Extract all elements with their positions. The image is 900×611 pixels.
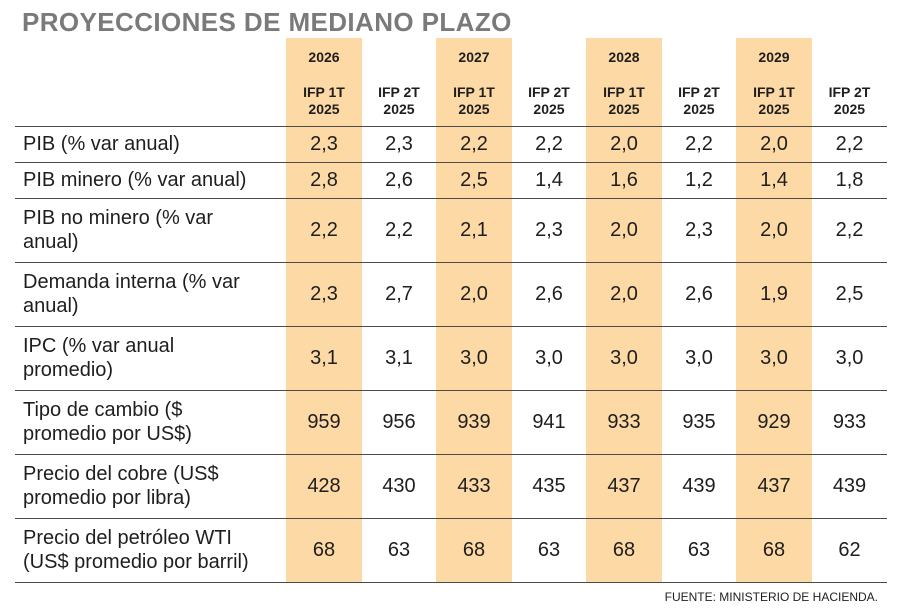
table-cell: 3,0 bbox=[586, 325, 662, 390]
table-row: PIB minero (% var anual) 2,8 2,6 2,5 1,4… bbox=[15, 161, 887, 198]
table-cell: 68 bbox=[436, 517, 512, 583]
table-cell: 2,2 bbox=[512, 125, 586, 162]
row-label: Demanda interna (% var anual) bbox=[15, 261, 286, 326]
table-cell: 2,5 bbox=[436, 161, 512, 198]
row-label: Precio del petróleo WTI (US$ promedio por… bbox=[15, 517, 286, 583]
table-cell: 2,5 bbox=[812, 261, 887, 326]
table-cell: 430 bbox=[362, 453, 436, 518]
table-cell: 939 bbox=[436, 389, 512, 454]
table-cell: 63 bbox=[362, 517, 436, 583]
year-header: 2028 bbox=[608, 49, 640, 65]
table-cell: 933 bbox=[586, 389, 662, 454]
table-cell: 2,0 bbox=[586, 261, 662, 326]
table-cell: 956 bbox=[362, 389, 436, 454]
table-cell: 2,3 bbox=[286, 125, 362, 162]
table-cell: 2,3 bbox=[512, 197, 586, 262]
table-cell: 62 bbox=[812, 517, 887, 583]
table-cell: 437 bbox=[736, 453, 812, 518]
subheader-ifp-1t: IFP 1T 2025 bbox=[453, 83, 495, 117]
table-row: PIB no minero (% var anual) 2,2 2,2 2,1 2… bbox=[15, 197, 887, 262]
table-cell: 935 bbox=[662, 389, 736, 454]
table-cell: 3,0 bbox=[812, 325, 887, 390]
table-cell: 68 bbox=[586, 517, 662, 583]
table-cell: 428 bbox=[286, 453, 362, 518]
row-label: PIB no minero (% var anual) bbox=[15, 197, 286, 262]
table-cell: 2,0 bbox=[586, 197, 662, 262]
table-row: Tipo de cambio ($ promedio por US$) 959 9… bbox=[15, 389, 887, 454]
table-cell: 2,8 bbox=[286, 161, 362, 198]
table-row: Precio del petróleo WTI (US$ promedio por… bbox=[15, 517, 887, 583]
subheader-ifp-1t: IFP 1T 2025 bbox=[753, 83, 795, 117]
table-row: IPC (% var anual promedio) 3,1 3,1 3,0 3,… bbox=[15, 325, 887, 390]
table-cell: 2,2 bbox=[662, 125, 736, 162]
row-label: PIB (% var anual) bbox=[15, 125, 286, 162]
row-label: PIB minero (% var anual) bbox=[15, 161, 286, 198]
table-cell: 1,4 bbox=[512, 161, 586, 198]
table-cell: 2,3 bbox=[662, 197, 736, 262]
table-cell: 68 bbox=[736, 517, 812, 583]
table-cell: 3,0 bbox=[436, 325, 512, 390]
table-cell: 437 bbox=[586, 453, 662, 518]
table-cell: 2,0 bbox=[586, 125, 662, 162]
table-cell: 2,6 bbox=[512, 261, 586, 326]
table-row: Demanda interna (% var anual) 2,3 2,7 2,0… bbox=[15, 261, 887, 326]
source-note: FUENTE: MINISTERIO DE HACIENDA. bbox=[664, 590, 878, 604]
table-cell: 63 bbox=[512, 517, 586, 583]
table-cell: 2,2 bbox=[286, 197, 362, 262]
table-cell: 2,1 bbox=[436, 197, 512, 262]
table-cell: 2,2 bbox=[362, 197, 436, 262]
year-header: 2029 bbox=[758, 49, 790, 65]
table-cell: 2,0 bbox=[736, 197, 812, 262]
year-header: 2027 bbox=[458, 49, 490, 65]
table-cell: 1,4 bbox=[736, 161, 812, 198]
table-cell: 1,9 bbox=[736, 261, 812, 326]
row-label: IPC (% var anual promedio) bbox=[15, 325, 286, 390]
table-cell: 1,6 bbox=[586, 161, 662, 198]
subheader-ifp-2t: IFP 2T 2025 bbox=[828, 83, 871, 117]
subheader-ifp-1t: IFP 1T 2025 bbox=[603, 83, 645, 117]
table-cell: 959 bbox=[286, 389, 362, 454]
row-label: Precio del cobre (US$ promedio por libra) bbox=[15, 453, 286, 518]
subheader-ifp-2t: IFP 2T 2025 bbox=[678, 83, 720, 117]
table-row: Precio del cobre (US$ promedio por libra)… bbox=[15, 453, 887, 518]
table-cell: 3,0 bbox=[736, 325, 812, 390]
table-cell: 435 bbox=[512, 453, 586, 518]
subheader-ifp-2t: IFP 2T 2025 bbox=[378, 83, 420, 117]
table-cell: 439 bbox=[662, 453, 736, 518]
table-cell: 1,8 bbox=[812, 161, 887, 198]
table-cell: 2,2 bbox=[436, 125, 512, 162]
table-cell: 3,1 bbox=[362, 325, 436, 390]
table-cell: 439 bbox=[812, 453, 887, 518]
table-cell: 2,7 bbox=[362, 261, 436, 326]
table-cell: 2,3 bbox=[286, 261, 362, 326]
subheader-ifp-2t: IFP 2T 2025 bbox=[528, 83, 570, 117]
table-cell: 2,2 bbox=[812, 197, 887, 262]
table-cell: 2,6 bbox=[362, 161, 436, 198]
table-cell: 2,0 bbox=[436, 261, 512, 326]
table-cell: 3,0 bbox=[512, 325, 586, 390]
year-header: 2026 bbox=[308, 49, 340, 65]
table-row: PIB (% var anual) 2,3 2,3 2,2 2,2 2,0 2,… bbox=[15, 125, 887, 162]
page-title: PROYECCIONES DE MEDIANO PLAZO bbox=[22, 7, 512, 37]
table-cell: 68 bbox=[286, 517, 362, 583]
table-cell: 433 bbox=[436, 453, 512, 518]
table-cell: 3,1 bbox=[286, 325, 362, 390]
table-cell: 941 bbox=[512, 389, 586, 454]
table-cell: 2,3 bbox=[362, 125, 436, 162]
projections-table: 2026 2027 2028 2029 IFP 1T 2025 IFP 2T 202… bbox=[15, 38, 887, 583]
table-cell: 3,0 bbox=[662, 325, 736, 390]
header-corner bbox=[15, 38, 286, 76]
row-label: Tipo de cambio ($ promedio por US$) bbox=[15, 389, 286, 454]
table-cell: 929 bbox=[736, 389, 812, 454]
subheader-ifp-1t: IFP 1T 2025 bbox=[303, 83, 345, 117]
table-cell: 2,2 bbox=[812, 125, 887, 162]
table-cell: 2,6 bbox=[662, 261, 736, 326]
table-cell: 2,0 bbox=[736, 125, 812, 162]
table-cell: 1,2 bbox=[662, 161, 736, 198]
table-cell: 933 bbox=[812, 389, 887, 454]
table-cell: 63 bbox=[662, 517, 736, 583]
